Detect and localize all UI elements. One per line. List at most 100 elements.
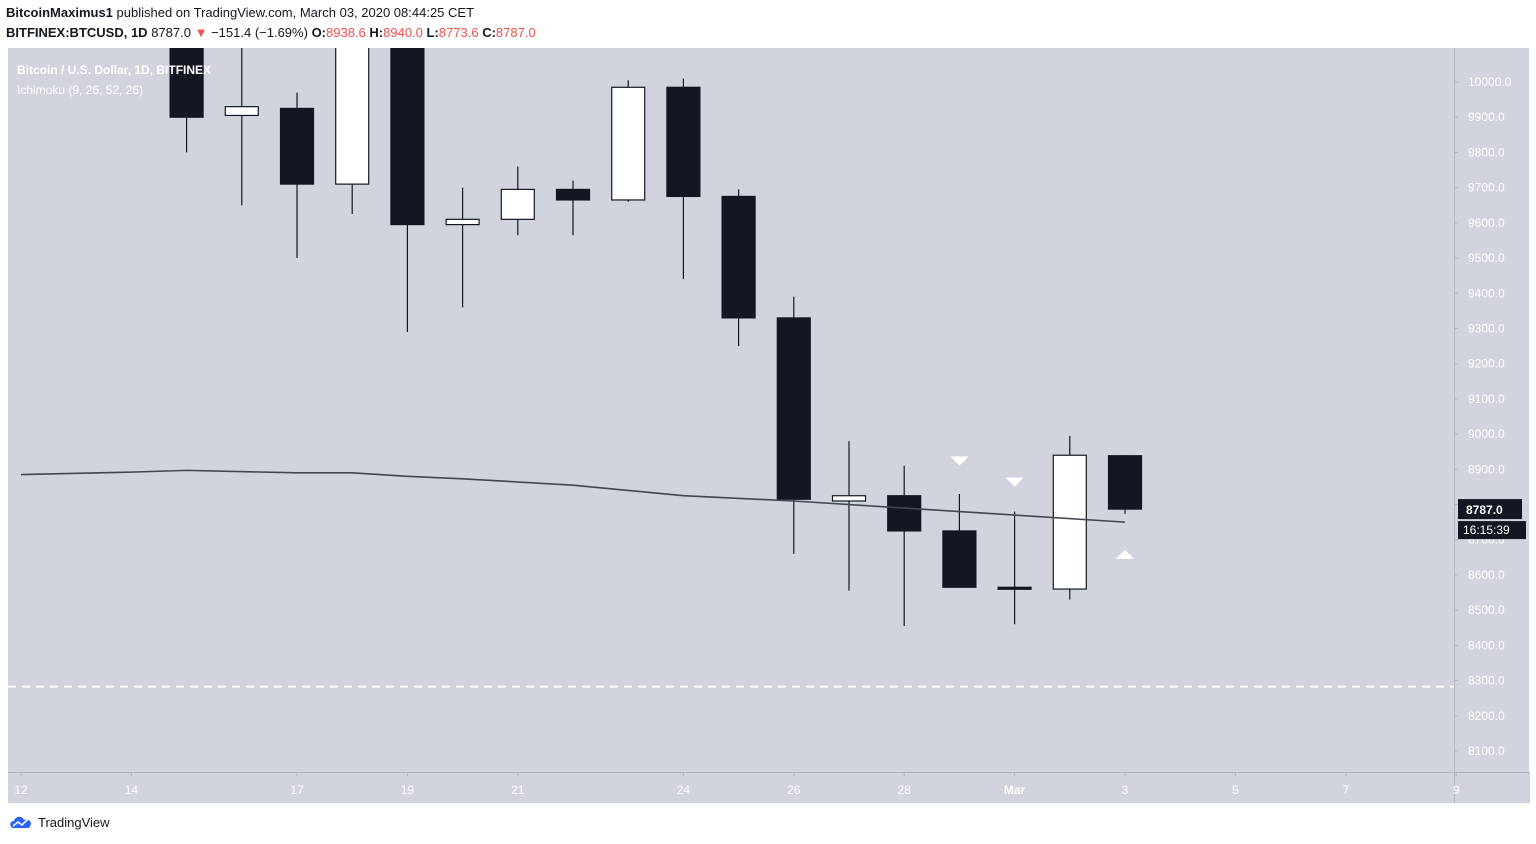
down-arrow-icon: ▼ [194,25,208,40]
x-tick-label: 9 [1453,783,1460,797]
candle[interactable] [555,180,591,236]
candle[interactable] [500,166,535,236]
ichimoku-line[interactable] [20,469,1126,523]
candle[interactable] [887,465,922,627]
series-legend[interactable]: Bitcoin / U.S. Dollar, 1D, BITFINEX [17,63,212,77]
x-tick-label: 28 [898,783,912,797]
candle-body [169,48,204,118]
candle[interactable] [611,80,646,202]
candle[interactable] [721,189,756,347]
tradingview-logo[interactable]: TradingView [8,814,110,830]
low-label: L: [426,25,439,40]
published-text: published on TradingView.com, March 03, … [112,5,475,20]
candle-body [666,86,701,198]
candle[interactable] [666,78,701,280]
indicator-layer [20,469,1126,523]
triangle-down-marker [1005,477,1024,487]
candle-body [445,218,480,226]
cloud-icon [10,816,31,828]
y-tick-label: 8400.0 [1468,638,1505,652]
x-tick-label: 19 [401,783,415,797]
y-tick-label: 8300.0 [1468,674,1505,688]
chart-pane[interactable] [8,48,1454,772]
last-price-tag: 8787.0 [1458,499,1522,520]
triangle-up-marker [1116,549,1134,559]
candle-body [500,188,535,220]
candle-body [335,48,370,185]
y-tick-label: 8500.0 [1468,603,1505,617]
y-tick-label: 8600.0 [1468,568,1505,582]
candle[interactable] [1052,435,1087,600]
candle[interactable] [169,0,204,153]
symbol-label: BITFINEX:BTCUSD, 1D [6,25,148,40]
brand-label: TradingView [38,814,110,830]
last-price: 8787.0 [151,25,191,40]
y-tick-label: 9100.0 [1468,392,1505,406]
axis-corner [1454,772,1530,803]
candle[interactable] [997,511,1032,625]
candle-body [279,107,315,185]
author-name[interactable]: BitcoinMaximus1 [6,5,113,20]
candle[interactable] [335,12,370,215]
y-tick-label: 9500.0 [1468,251,1505,265]
candle-body [942,530,977,588]
y-tick-label: 8200.0 [1468,709,1505,723]
x-tick-label: 5 [1232,783,1239,797]
low-value: 8773.6 [438,25,479,40]
y-tick-label: 9600.0 [1468,216,1505,230]
candle-body [224,106,259,117]
y-tick-label: 8100.0 [1468,744,1505,758]
candle-body [390,48,425,226]
x-tick-label: Mar [1004,783,1026,797]
candle[interactable] [445,187,480,308]
high-value: 8940.0 [383,25,423,40]
y-tick-label: 9900.0 [1468,110,1505,124]
candle-body [1107,455,1143,510]
candle[interactable] [776,296,811,554]
countdown-tag-bg [1458,521,1526,540]
y-tick-label: 10000.0 [1468,75,1512,89]
candle-body [555,188,591,201]
price-change: −151.4 (−1.69%) [211,25,308,40]
candle[interactable] [1107,455,1143,514]
y-axis-labels: 8100.08200.08300.08400.08500.08600.08700… [1454,75,1512,758]
candle-body [721,195,756,319]
x-tick-label: 3 [1122,783,1129,797]
last-price-tag-text: 8787.0 [1466,503,1503,517]
high-label: H: [369,25,384,40]
time-axis[interactable] [8,772,1454,803]
close-value: 8787.0 [495,25,536,40]
publish-info: BitcoinMaximus1 published on TradingView… [6,5,474,20]
candle-body [611,86,646,201]
candle[interactable] [224,47,259,206]
y-tick-label: 9200.0 [1468,357,1505,371]
countdown-tag-text: 16:15:39 [1463,523,1510,537]
x-tick-label: 7 [1342,783,1349,797]
x-tick-label: 12 [14,783,28,797]
x-tick-label: 17 [290,783,304,797]
candles-layer [169,0,1143,627]
candle[interactable] [279,92,315,259]
candle-body [831,495,867,502]
open-value: 8938.6 [326,25,366,40]
ohlc-header: BITFINEX:BTCUSD, 1D 8787.0 ▼ −151.4 (−1.… [6,25,536,40]
indicator-legend[interactable]: Ichimoku (9, 26, 52, 26) [17,83,144,97]
candle[interactable] [390,0,425,332]
candle-body [1052,454,1087,590]
candle-body [887,495,922,532]
last-price-tag-bg [1458,499,1522,520]
candle[interactable] [831,441,867,591]
price-tags: 8787.0 16:15:39 [1458,499,1526,540]
countdown-tag: 16:15:39 [1458,521,1526,540]
candle-body [997,586,1032,590]
price-axis[interactable] [1454,48,1529,772]
y-tick-label: 9400.0 [1468,286,1505,300]
y-tick-label: 9700.0 [1468,181,1505,195]
triangle-down-marker [950,456,969,466]
x-tick-label: 24 [677,783,691,797]
y-tick-label: 8900.0 [1468,462,1505,476]
y-tick-label: 9800.0 [1468,145,1505,159]
candle[interactable] [942,493,977,588]
y-tick-label: 9300.0 [1468,321,1505,335]
